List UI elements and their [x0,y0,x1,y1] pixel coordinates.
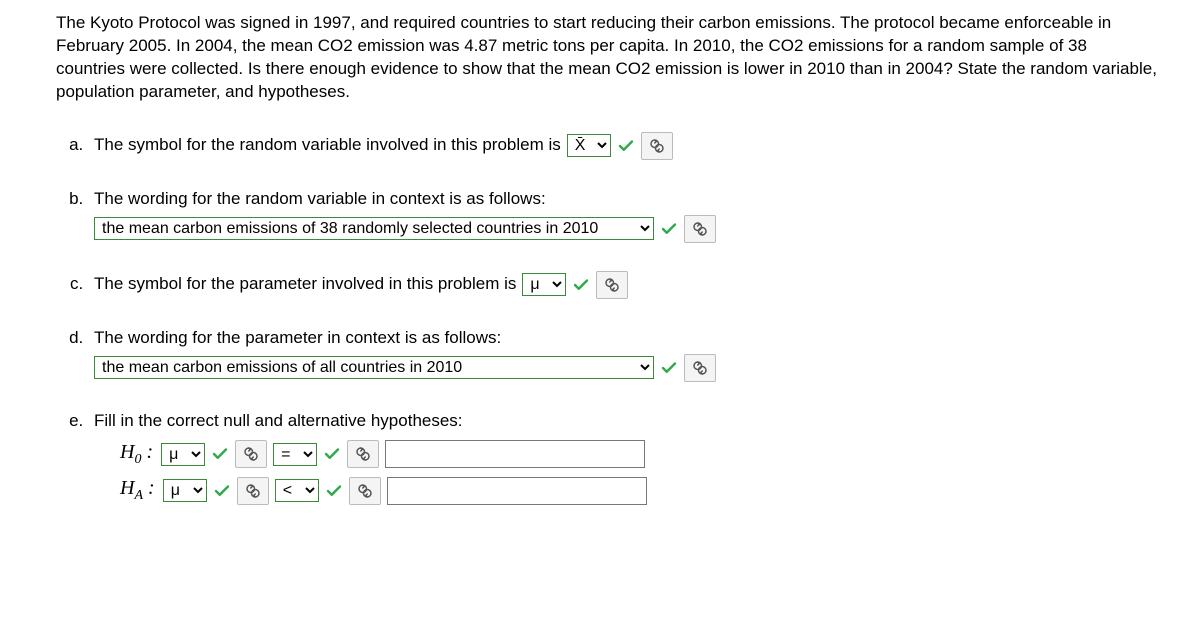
check-icon [323,445,341,463]
null-hypothesis-row: H0 : μ = [120,439,1160,470]
select-random-variable-symbol[interactable]: X̄ [567,134,611,157]
retry-button[interactable] [235,440,267,468]
retry-button[interactable] [347,440,379,468]
retry-button[interactable] [641,132,673,160]
question-e: Fill in the correct null and alternative… [88,410,1160,507]
check-icon [325,482,343,500]
question-a: The symbol for the random variable invol… [88,132,1160,160]
check-icon [660,220,678,238]
input-ha-value[interactable] [387,477,647,505]
check-icon [660,359,678,377]
check-icon [617,137,635,155]
retry-button[interactable] [684,354,716,382]
retry-button[interactable] [684,215,716,243]
prompt-c: The symbol for the parameter involved in… [94,273,516,296]
prompt-e: Fill in the correct null and alternative… [94,410,1160,433]
retry-button[interactable] [596,271,628,299]
question-b: The wording for the random variable in c… [88,188,1160,243]
check-icon [572,276,590,294]
alt-hypothesis-row: HA : μ < [120,475,1160,506]
prompt-b: The wording for the random variable in c… [94,188,1160,211]
select-ha-param[interactable]: μ [163,479,207,502]
prompt-d: The wording for the parameter in context… [94,327,1160,350]
select-ha-operator[interactable]: < [275,479,319,502]
input-h0-value[interactable] [385,440,645,468]
select-h0-operator[interactable]: = [273,443,317,466]
ha-label: HA : [120,475,155,506]
problem-statement: The Kyoto Protocol was signed in 1997, a… [56,12,1160,104]
question-c: The symbol for the parameter involved in… [88,271,1160,299]
select-random-variable-wording[interactable]: the mean carbon emissions of 38 randomly… [94,217,654,240]
select-h0-param[interactable]: μ [161,443,205,466]
h0-label: H0 : [120,439,153,470]
retry-button[interactable] [349,477,381,505]
select-parameter-symbol[interactable]: μ [522,273,566,296]
check-icon [213,482,231,500]
select-parameter-wording[interactable]: the mean carbon emissions of all countri… [94,356,654,379]
prompt-a: The symbol for the random variable invol… [94,134,561,157]
check-icon [211,445,229,463]
retry-button[interactable] [237,477,269,505]
question-d: The wording for the parameter in context… [88,327,1160,382]
